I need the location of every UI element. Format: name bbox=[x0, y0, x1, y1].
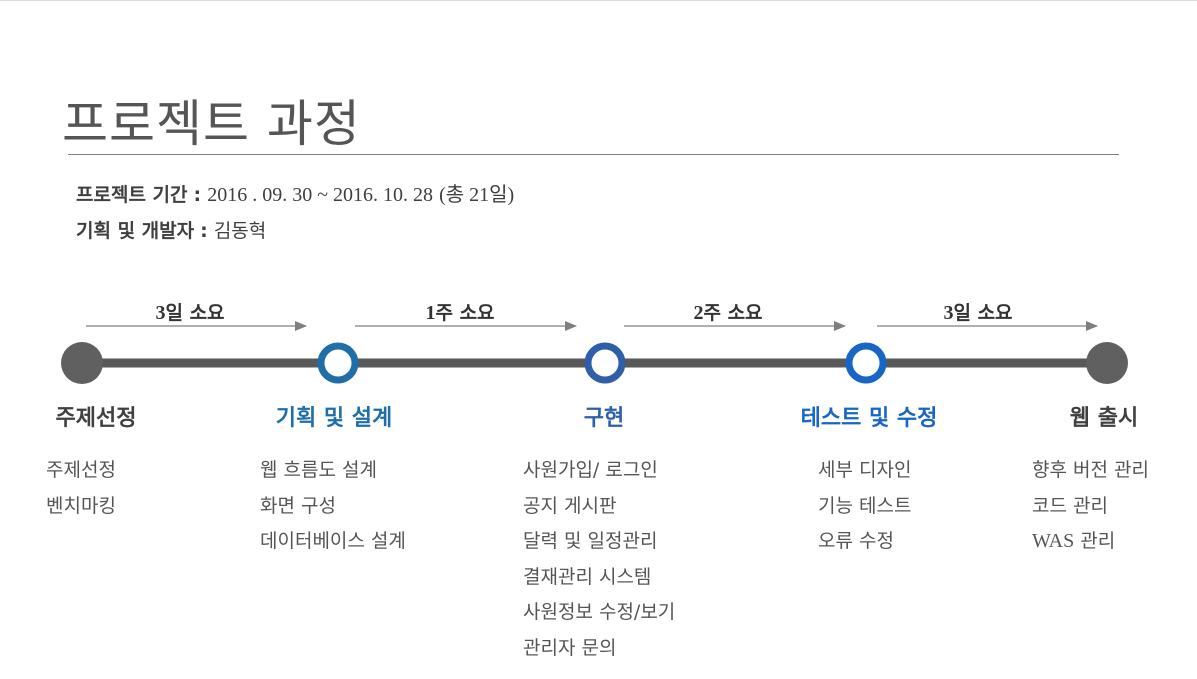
phase-task-item: 데이터베이스 설계 bbox=[260, 530, 406, 552]
phase-task-item: 세부 디자인 bbox=[818, 459, 912, 481]
phase-task-item: 결재관리 시스템 bbox=[523, 565, 652, 588]
phase-title: 구현 bbox=[583, 406, 625, 431]
phase-task-item: 공지 게시판 bbox=[523, 494, 617, 517]
planner-colon: : bbox=[200, 220, 208, 242]
planner-name: 김동혁 bbox=[213, 220, 267, 242]
phase-task-item: 사원가입/ 로그인 bbox=[523, 459, 658, 481]
phase-task-item: 기능 테스트 bbox=[818, 494, 912, 517]
phase-title: 테스트 및 수정 bbox=[800, 406, 938, 431]
phase-task-item: 웹 흐름도 설계 bbox=[260, 459, 377, 481]
page-title: 프로젝트 과정 bbox=[62, 95, 361, 153]
timeline-diagram: 3일 소요 1주 소요 2주 소요 3일 소요 bbox=[61, 302, 1128, 384]
project-period: 프로젝트 기간 : 2016 . 09. 30 ~ 2016. 10. 28 (… bbox=[76, 178, 514, 207]
milestone-node-ring bbox=[584, 342, 626, 384]
milestone-node-ring bbox=[317, 342, 359, 384]
phase-task-item: 화면 구성 bbox=[260, 494, 336, 517]
planner-label: 기획 및 개발자 bbox=[76, 220, 195, 242]
duration-label: 2주 소요 bbox=[693, 302, 762, 324]
project-period-colon: : bbox=[193, 184, 202, 206]
phase-task-item: 벤치마킹 bbox=[46, 494, 116, 517]
duration-label: 3일 소요 bbox=[155, 302, 224, 324]
milestone-node-filled bbox=[61, 342, 103, 384]
project-period-total: (총 21일) bbox=[439, 184, 515, 206]
title-divider bbox=[68, 154, 1119, 155]
project-period-value: 2016 . 09. 30 ~ 2016. 10. 28 bbox=[207, 184, 434, 206]
duration-label: 1주 소요 bbox=[425, 302, 494, 324]
phase-task-item: 사원정보 수정/보기 bbox=[523, 601, 676, 623]
top-border bbox=[0, 0, 1197, 1]
phase-task-item: 주제선정 bbox=[46, 459, 116, 481]
phase-title: 기획 및 설계 bbox=[275, 406, 393, 431]
phase-task-item: 향후 버전 관리 bbox=[1032, 459, 1149, 481]
phase-task-item: 코드 관리 bbox=[1032, 494, 1108, 517]
phase-task-item: 달력 및 일정관리 bbox=[523, 530, 658, 552]
duration-label: 3일 소요 bbox=[943, 302, 1012, 324]
phase-task-item: 관리자 문의 bbox=[523, 636, 617, 659]
phase-title: 주제선정 bbox=[55, 406, 137, 431]
phase-task-item: 오류 수정 bbox=[818, 530, 894, 552]
phase-title: 웹 출시 bbox=[1069, 406, 1139, 431]
milestone-node-ring bbox=[845, 342, 887, 384]
phase-task-item: WAS 관리 bbox=[1032, 530, 1116, 552]
project-period-label: 프로젝트 기간 bbox=[76, 184, 188, 206]
milestone-node-filled bbox=[1086, 342, 1128, 384]
planner: 기획 및 개발자 : 김동혁 bbox=[76, 216, 266, 243]
